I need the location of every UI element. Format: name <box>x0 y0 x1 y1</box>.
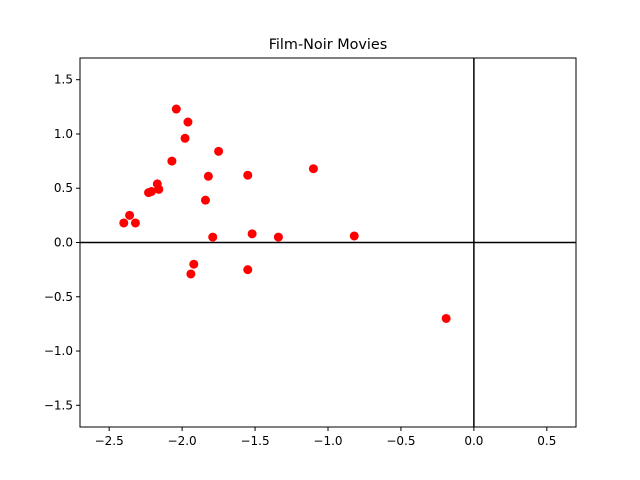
data-point <box>441 313 451 323</box>
data-point <box>247 229 257 239</box>
data-point <box>180 133 190 143</box>
data-point <box>146 186 156 196</box>
data-point <box>119 218 129 228</box>
x-tick-label: −0.5 <box>386 434 415 448</box>
x-tick-label: 0.5 <box>537 434 556 448</box>
data-point <box>171 104 181 114</box>
y-tick-label: 1.5 <box>54 73 73 87</box>
x-tick-label: −2.5 <box>95 434 124 448</box>
y-tick-label: −1.0 <box>44 344 73 358</box>
data-point <box>349 231 359 241</box>
data-point <box>200 195 210 205</box>
data-point <box>243 265 253 275</box>
chart-title: Film-Noir Movies <box>269 37 388 53</box>
y-tick-label: −0.5 <box>44 290 73 304</box>
data-point <box>125 210 135 220</box>
y-tick-label: 0.5 <box>54 181 73 195</box>
data-point <box>214 146 224 156</box>
reference-lines <box>80 58 576 427</box>
data-point <box>243 170 253 180</box>
data-point <box>208 232 218 242</box>
data-point <box>167 156 177 166</box>
data-point <box>203 171 213 181</box>
data-point <box>189 259 199 269</box>
data-point <box>130 218 140 228</box>
x-tick-label: −2.0 <box>168 434 197 448</box>
data-point <box>183 117 193 127</box>
data-point <box>186 269 196 279</box>
x-tick-label: −1.0 <box>313 434 342 448</box>
y-tick-label: 1.0 <box>54 127 73 141</box>
x-tick-label: −1.5 <box>240 434 269 448</box>
x-axis-ticks: −2.5 −2.0 −1.5 −1.0 −0.5 0.0 0.5 <box>95 427 556 448</box>
y-tick-label: 0.0 <box>54 236 73 250</box>
x-tick-label: 0.0 <box>464 434 483 448</box>
y-tick-label: −1.5 <box>44 398 73 412</box>
data-point <box>273 232 283 242</box>
y-axis-ticks: −1.5 −1.0 −0.5 0.0 0.5 1.0 1.5 <box>44 73 80 412</box>
data-point <box>308 164 318 174</box>
data-point <box>154 184 164 194</box>
data-points <box>119 104 451 323</box>
